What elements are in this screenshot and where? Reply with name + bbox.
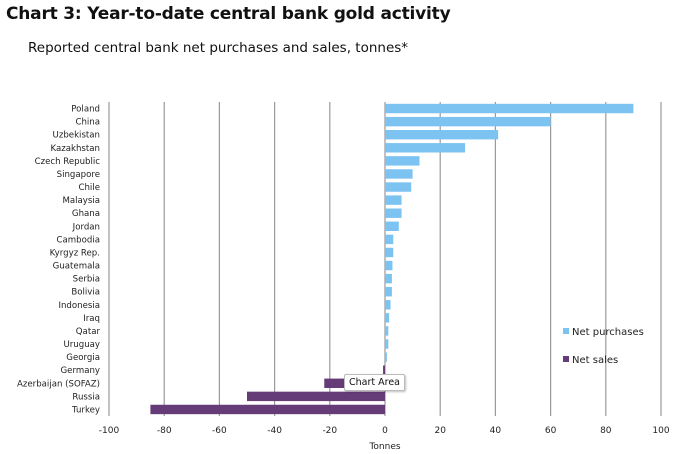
bar-net-purchases <box>385 286 392 297</box>
bar-net-purchases <box>385 273 392 284</box>
chart-title: Chart 3: Year-to-date central bank gold … <box>6 4 451 24</box>
legend-swatch-net-purchases <box>563 328 569 334</box>
bar-net-purchases <box>385 313 390 323</box>
bar-net-purchases <box>385 156 420 166</box>
grid-lines <box>108 102 662 416</box>
category-label: Kazakhstan <box>50 144 100 154</box>
category-label: Uruguay <box>63 340 100 350</box>
x-tick-label: 80 <box>600 426 612 436</box>
category-label: Kyrgyz Rep. <box>50 248 100 258</box>
category-label: Chile <box>78 183 100 193</box>
bar-net-purchases <box>385 339 389 349</box>
bar-net-purchases <box>385 143 466 153</box>
bar-net-purchases <box>385 208 402 218</box>
legend-label-net-purchases: Net purchases <box>572 327 644 338</box>
category-label: Ghana <box>72 209 100 219</box>
bar-net-purchases <box>385 221 399 232</box>
bar-net-sales <box>247 391 385 402</box>
category-label: Russia <box>72 392 100 402</box>
category-labels: Poland China Uzbekistan Kazakhstan Czech Rep… <box>17 105 100 416</box>
category-label: Indonesia <box>58 301 100 311</box>
x-tick-label: -80 <box>157 426 172 436</box>
x-tick-label: 20 <box>434 426 446 436</box>
bar-net-sales <box>150 404 385 415</box>
category-label: Iraq <box>83 314 100 324</box>
bar-net-purchases <box>385 169 413 179</box>
x-tick-label: -20 <box>322 426 337 436</box>
bar-net-purchases <box>385 129 499 140</box>
bar-net-purchases <box>385 352 387 362</box>
category-label: Georgia <box>66 353 100 363</box>
x-tick-label: 100 <box>652 426 669 436</box>
category-label: Cambodia <box>57 235 100 245</box>
bar-net-purchases <box>385 103 634 114</box>
legend-label-net-sales: Net sales <box>572 355 618 366</box>
category-label: Turkey <box>71 405 100 415</box>
x-tick-label: 0 <box>382 426 388 436</box>
category-label: Germany <box>61 366 101 376</box>
bars <box>150 103 634 415</box>
bar-net-sales <box>383 365 385 375</box>
chart-area-tooltip: Chart Area <box>344 374 405 391</box>
category-label: Bolivia <box>71 288 100 298</box>
x-tick-label: 60 <box>545 426 557 436</box>
x-tick-label: -60 <box>212 426 227 436</box>
bar-net-purchases <box>385 300 391 310</box>
category-label: Malaysia <box>62 196 100 206</box>
x-tick-label: 40 <box>490 426 502 436</box>
category-label: Uzbekistan <box>53 131 100 141</box>
bar-net-purchases <box>385 234 394 245</box>
bar-net-purchases <box>385 247 394 258</box>
category-label: Guatemala <box>53 262 100 272</box>
category-label: Qatar <box>76 327 101 337</box>
category-label: Singapore <box>57 170 100 180</box>
category-label: China <box>75 118 100 128</box>
x-tick-label: -40 <box>267 426 282 436</box>
bar-net-purchases <box>385 116 551 127</box>
legend: Net purchases Net sales <box>563 327 644 366</box>
category-label: Jordan <box>72 222 100 232</box>
category-label: Poland <box>71 105 100 115</box>
category-label: Czech Republic <box>35 157 101 167</box>
bar-net-purchases <box>385 326 389 336</box>
x-tick-label: -100 <box>99 426 120 436</box>
category-label: Azerbaijan (SOFAZ) <box>17 379 100 389</box>
bar-net-purchases <box>385 260 393 271</box>
chart-subtitle: Reported central bank net purchases and … <box>28 40 409 56</box>
category-label: Serbia <box>73 275 100 285</box>
bar-net-purchases <box>385 182 412 192</box>
x-tick-labels: -100 -80 -60 -40 -20 0 20 40 60 80 100 <box>99 426 670 436</box>
x-axis-title: Tonnes <box>368 442 400 452</box>
bar-net-purchases <box>385 195 402 205</box>
legend-swatch-net-sales <box>563 356 569 362</box>
